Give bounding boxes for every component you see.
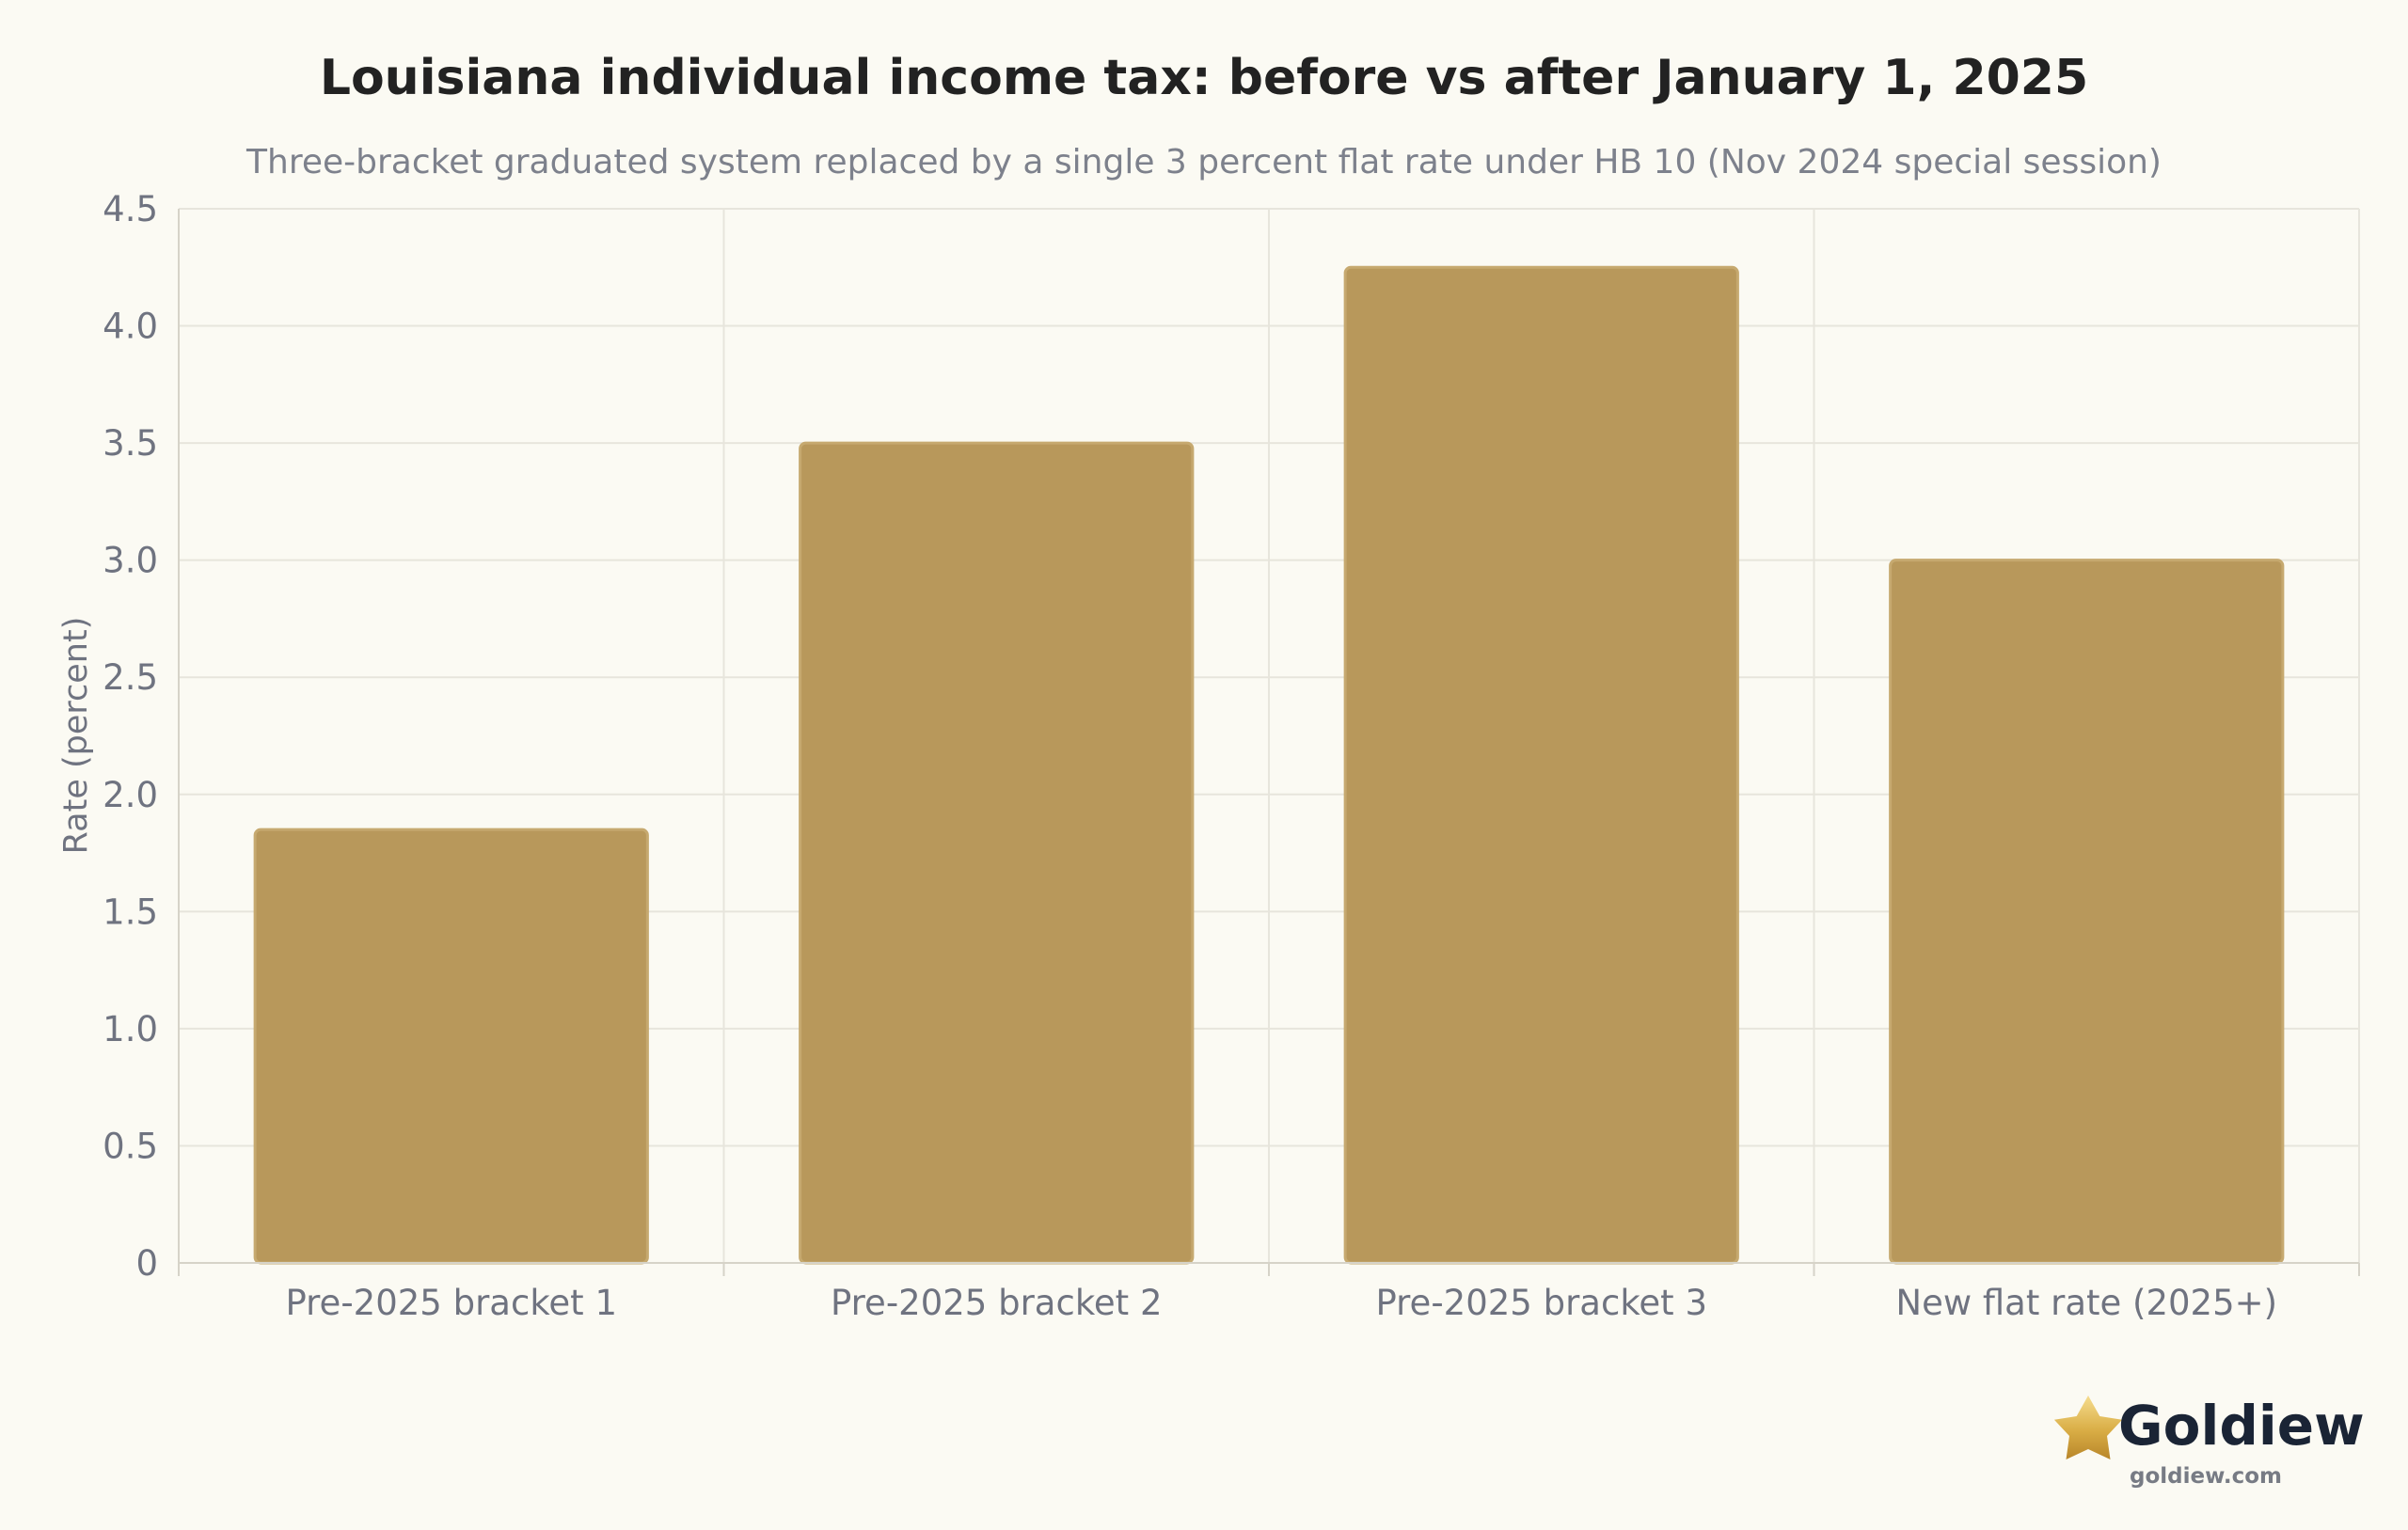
y-tick-label: 2.0 <box>103 775 158 815</box>
bar <box>1343 265 1739 1265</box>
y-tick-label: 1.5 <box>103 891 158 932</box>
y-tick-label: 4.5 <box>103 189 158 229</box>
y-tick-label: 3.5 <box>103 423 158 464</box>
chart-title: Louisiana individual income tax: before … <box>320 50 2088 106</box>
y-axis-title: Rate (percent) <box>57 617 95 855</box>
axes: 0 0.5 1.0 1.5 2.0 2.5 3.0 3.5 4.0 4.5 Pre-2025 bra… <box>103 189 2360 1323</box>
y-tick-label: 0 <box>135 1243 158 1284</box>
x-tick-label: Pre-2025 bracket 3 <box>1376 1283 1708 1323</box>
bar <box>1889 559 2285 1265</box>
y-tick-label: 2.5 <box>103 657 158 698</box>
x-tick-label: Pre-2025 bracket 2 <box>831 1283 1163 1323</box>
x-tick-label: New flat rate (2025+) <box>1895 1283 2277 1323</box>
y-tick-label: 0.5 <box>103 1126 158 1166</box>
star-icon <box>2053 1396 2123 1459</box>
brand-logo: Goldiew goldiew.com <box>2053 1394 2365 1489</box>
bar <box>253 828 649 1265</box>
y-tick-label: 4.0 <box>103 307 158 347</box>
y-tick-label: 1.0 <box>103 1009 158 1049</box>
chart-subtitle: Three-bracket graduated system replaced … <box>246 143 2162 181</box>
x-tick-label: Pre-2025 bracket 1 <box>286 1283 618 1323</box>
brand-name: Goldiew <box>2118 1394 2365 1458</box>
y-tick-label: 3.0 <box>103 541 158 581</box>
brand-url: goldiew.com <box>2130 1464 2282 1489</box>
bar <box>799 441 1195 1265</box>
